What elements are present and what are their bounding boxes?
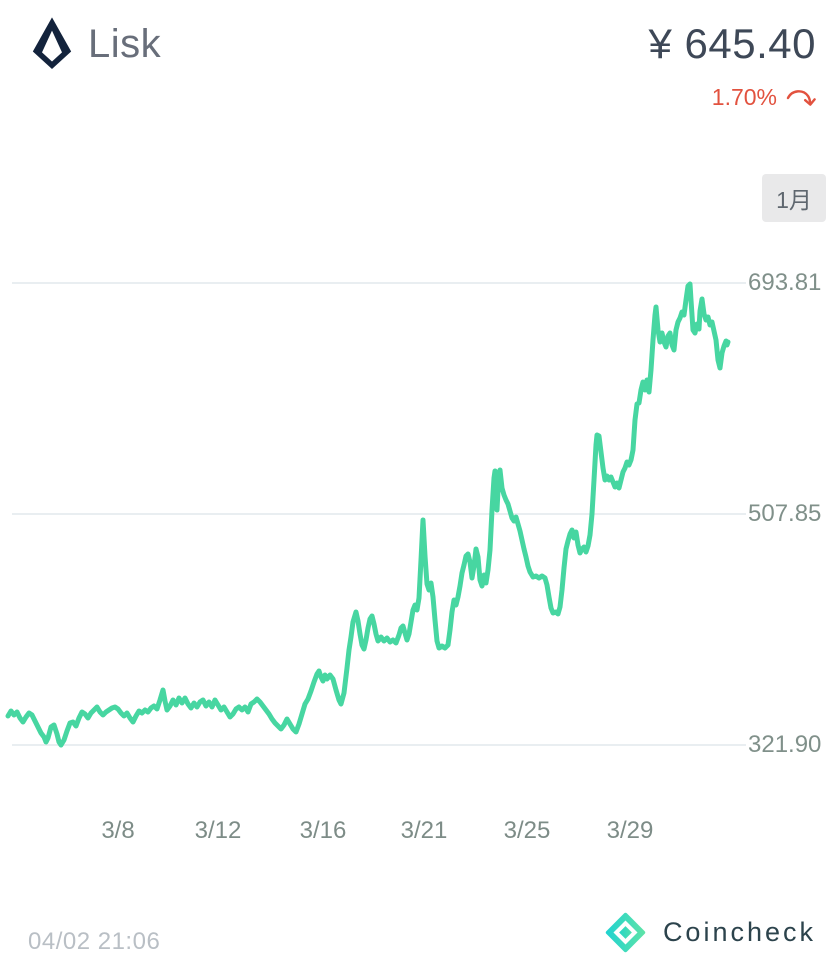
chart-plot-area[interactable] (8, 260, 748, 770)
current-price: ¥ 645.40 (648, 20, 816, 67)
period-button-1month[interactable]: 1月 (762, 174, 826, 222)
y-axis-tick: 507.85 (748, 500, 822, 527)
y-axis-tick: 321.90 (748, 731, 822, 758)
change-percent: 1.70% (711, 84, 777, 110)
lisk-logo-icon (29, 17, 72, 73)
brand-name: Coincheck (662, 916, 816, 947)
x-axis-tick: 3/16 (299, 817, 347, 844)
price-change: 1.70% (712, 84, 816, 111)
x-axis-tick: 3/25 (503, 817, 551, 844)
coincheck-logo-icon (603, 908, 649, 956)
x-axis-tick: 3/12 (194, 817, 242, 844)
curved-down-right-arrow-icon (786, 90, 816, 106)
coin-name: Lisk (88, 22, 162, 66)
brand-footer: Coincheck (603, 908, 816, 956)
x-axis-tick: 3/29 (606, 817, 654, 844)
y-axis-tick: 693.81 (748, 269, 822, 296)
x-axis-tick: 3/8 (101, 817, 135, 844)
last-updated-timestamp: 04/02 21:06 (28, 928, 161, 955)
x-axis-tick: 3/21 (400, 817, 448, 844)
